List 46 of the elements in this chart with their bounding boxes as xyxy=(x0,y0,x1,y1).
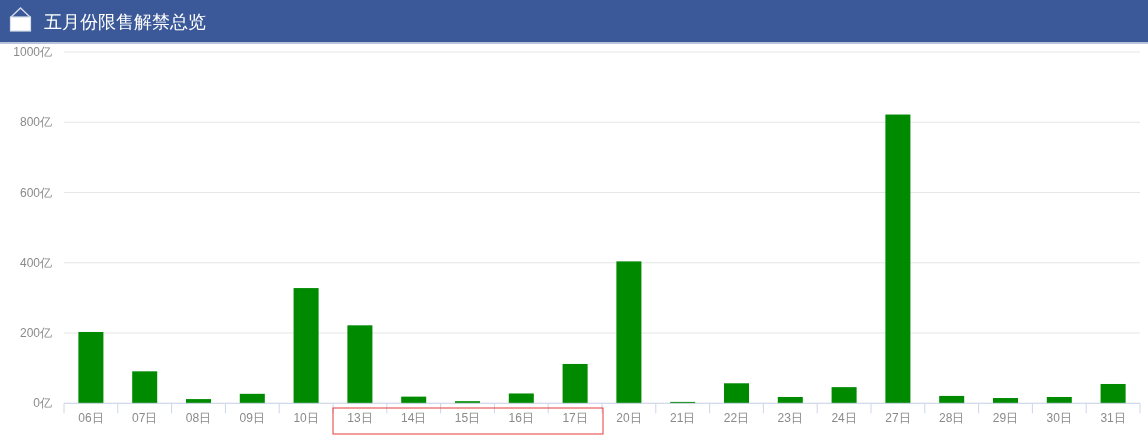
x-tick-label: 07日 xyxy=(132,411,158,426)
bar xyxy=(401,396,427,404)
x-tick-label: 17日 xyxy=(562,411,588,426)
x-tick-label: 30日 xyxy=(1046,411,1072,426)
x-tick-label: 10日 xyxy=(293,411,319,426)
x-tick-label: 13日 xyxy=(347,411,373,426)
bar xyxy=(185,399,212,404)
x-tick-label: 06日 xyxy=(78,411,104,426)
x-tick-label: 16日 xyxy=(508,411,534,426)
bar xyxy=(1046,396,1072,404)
bar xyxy=(78,331,104,404)
x-tick-label: 23日 xyxy=(777,411,803,426)
y-tick-label: 0亿 xyxy=(33,396,52,411)
bar xyxy=(132,371,158,404)
bar xyxy=(347,325,373,404)
bar xyxy=(885,114,911,404)
y-tick-label: 1000亿 xyxy=(13,45,52,59)
y-tick-label: 800亿 xyxy=(19,115,52,130)
x-tick-label: 29日 xyxy=(992,411,1019,426)
bar xyxy=(723,383,750,404)
bar xyxy=(239,393,265,404)
x-tick-label: 21日 xyxy=(670,411,696,426)
x-tick-label: 31日 xyxy=(1100,411,1126,426)
x-tick-label: 14日 xyxy=(401,411,427,426)
bar xyxy=(508,393,534,404)
bar xyxy=(293,288,319,404)
x-tick-label: 08日 xyxy=(185,411,212,426)
bar xyxy=(939,395,965,404)
bar xyxy=(454,401,481,404)
bar xyxy=(1100,383,1126,404)
bar xyxy=(831,387,857,404)
chart-title: 五月份限售解禁总览 xyxy=(44,12,206,32)
bar xyxy=(777,396,803,404)
bar xyxy=(616,261,642,404)
x-tick-label: 27日 xyxy=(885,411,911,426)
y-tick-label: 400亿 xyxy=(19,255,52,270)
x-tick-label: 28日 xyxy=(939,411,965,426)
x-tick-label: 09日 xyxy=(239,411,265,426)
bar xyxy=(562,363,588,404)
y-tick-label: 200亿 xyxy=(19,326,52,341)
x-tick-label: 15日 xyxy=(454,411,481,426)
bar xyxy=(992,398,1019,404)
x-tick-label: 24日 xyxy=(831,411,857,426)
x-tick-label: 20日 xyxy=(616,411,642,426)
x-tick-label: 22日 xyxy=(723,411,750,426)
y-tick-label: 600亿 xyxy=(19,185,52,200)
